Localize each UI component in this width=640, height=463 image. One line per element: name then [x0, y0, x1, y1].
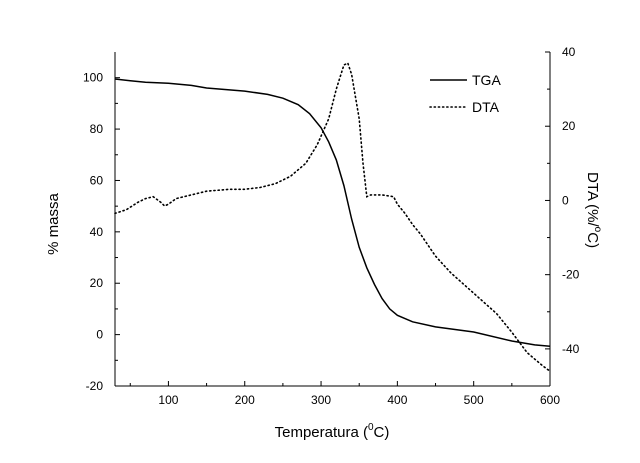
right-y-axis-title-main: DTA (%/: [584, 172, 601, 228]
right-y-axis-title: DTA (%/oC): [584, 172, 603, 248]
right-y-tick-label: -20: [562, 268, 580, 282]
left-y-tick-label: 60: [90, 173, 104, 187]
left-y-tick-label: 80: [90, 122, 104, 136]
x-tick-label: 300: [311, 393, 331, 407]
right-y-axis-title-superscript: o: [592, 227, 603, 233]
x-ticks: 100 200 300 400 500 600: [129, 381, 560, 407]
x-tick-label: 100: [158, 393, 178, 407]
legend-label-tga: TGA: [472, 72, 501, 88]
left-y-tick-label: 0: [96, 328, 103, 342]
left-y-ticks: -20 0 20 40 60 80 100: [83, 71, 120, 393]
right-y-tick-label: 20: [562, 119, 576, 133]
right-y-tick-label: 40: [562, 45, 576, 59]
x-axis-title: Temperatura (0C): [275, 422, 390, 441]
plot-frame: [114, 52, 551, 387]
right-y-axis-title-unit: C): [584, 232, 601, 248]
x-axis-title-unit: C): [374, 424, 390, 441]
series-line-dta: [114, 61, 551, 372]
legend: TGA DTA: [429, 72, 501, 115]
x-tick-label: 200: [235, 393, 255, 407]
left-y-tick-label: 20: [90, 276, 104, 290]
right-y-tick-label: -40: [562, 342, 580, 356]
x-tick-label: 400: [387, 393, 407, 407]
x-axis-title-main: Temperatura (: [275, 424, 368, 441]
series-layer: [114, 61, 551, 372]
left-y-tick-label: 100: [83, 71, 103, 85]
series-line-tga: [114, 78, 551, 347]
left-y-axis-title: % massa: [45, 193, 62, 255]
x-tick-label: 500: [464, 393, 484, 407]
x-tick-label: 600: [540, 393, 560, 407]
legend-label-dta: DTA: [472, 99, 500, 115]
x-axis-title-superscript: 0: [368, 422, 374, 433]
left-y-tick-label: 40: [90, 225, 104, 239]
right-y-ticks: -40 -20 0 20 40: [545, 45, 580, 356]
left-y-tick-label: -20: [86, 379, 104, 393]
right-y-tick-label: 0: [562, 193, 569, 207]
